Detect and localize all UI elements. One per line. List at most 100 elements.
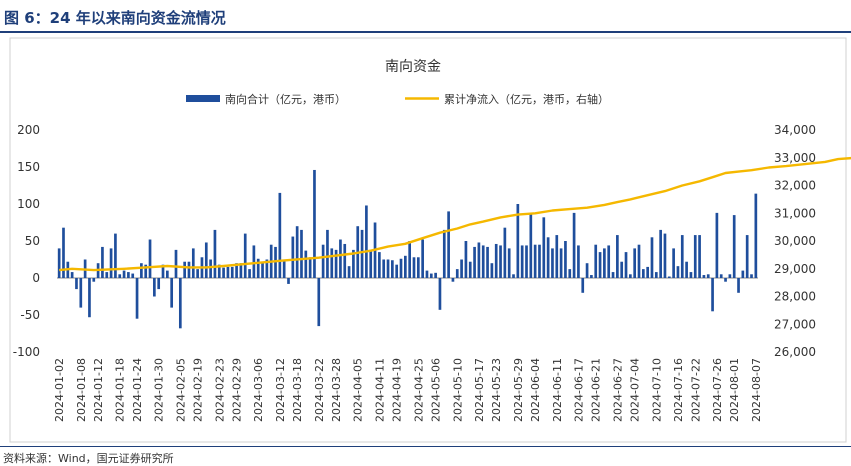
bar [101,246,104,278]
bar [473,246,476,278]
bar [468,261,472,278]
bar [408,241,411,278]
bar [191,248,195,278]
bar [404,255,407,278]
bar [633,248,637,278]
bar [300,229,303,278]
legend-bar-label: 南向合计（亿元，港币） [225,92,346,106]
bar [127,272,130,278]
right-tick-label: 26,000 [774,345,816,359]
legend: 南向合计（亿元，港币） 累计净流入（亿元，港币，右轴） [186,92,609,106]
bar [516,204,520,278]
x-tick-label: 2024-07-22 [689,358,702,422]
bar [295,226,299,278]
bar [109,248,113,278]
bar [429,273,433,278]
x-tick-label: 2024-03-18 [291,358,304,422]
bar [564,241,567,278]
left-tick-label: 150 [17,160,40,174]
bar [451,278,455,282]
x-tick-label: 2024-01-08 [75,358,88,422]
bar [624,252,628,278]
chart-title: 南向资金 [385,59,441,75]
bar [131,273,135,278]
bar [538,244,541,278]
bar [750,274,753,278]
bar [507,248,511,278]
bar [70,272,74,278]
bar [494,243,498,278]
bar [559,248,563,278]
left-tick-label: 200 [17,123,40,137]
right-tick-label: 30,000 [774,234,816,248]
x-tick-label: 2024-06-27 [611,358,624,422]
bar [577,245,580,278]
bar [754,193,758,278]
x-tick-label: 2024-07-26 [711,358,724,422]
bar [568,269,572,278]
bar [334,249,338,278]
bar [590,275,593,278]
bar [581,278,585,293]
x-tick-label: 2024-02-05 [174,358,187,422]
bar [603,248,606,278]
bar [360,229,364,278]
bar [693,235,697,278]
bar [499,245,502,278]
x-tick-label: 2024-03-22 [313,358,326,422]
bar [222,267,225,278]
source-note: 资料来源：Wind，国元证券研究所 [3,452,174,465]
x-tick-label: 2024-06-21 [590,358,603,422]
bar [105,272,109,278]
bar [503,227,507,278]
bar [477,242,481,278]
bar [278,192,282,278]
x-tick-label: 2024-02-19 [192,358,205,422]
right-tick-label: 34,000 [774,123,816,137]
x-tick-label: 2024-05-29 [512,358,525,422]
bar [412,257,416,278]
bar [261,263,264,278]
bar [706,274,710,278]
x-tick-label: 2024-06-04 [529,358,542,422]
bar [183,261,186,278]
bar [685,261,688,278]
bar [235,263,238,278]
bar [326,229,329,278]
left-tick-label: -100 [13,345,40,359]
x-tick-label: 2024-03-06 [252,358,265,422]
header-rule [0,31,851,33]
bar [745,235,749,278]
figure-header: 图 6：24 年以来南向资金流情况 [0,0,851,34]
x-tick-label: 2024-01-02 [53,358,66,422]
x-tick-label: 2024-04-25 [412,358,425,422]
bar [62,227,65,278]
bar [672,248,675,278]
bar [330,248,334,278]
bar [256,258,260,278]
bar [464,241,468,278]
bar [140,263,143,278]
bar [650,237,654,278]
x-tick-label: 2024-07-04 [629,358,642,422]
x-tick-label: 2024-02-29 [231,358,244,422]
bar [395,264,399,278]
bar [572,212,576,278]
bar [442,229,446,278]
bar [347,266,351,278]
bar [57,248,61,278]
x-axis: 2024-01-02 2024-01-08 2024-01-12 2024-01-18… [53,358,763,422]
right-axis: 34,000 33,000 32,000 31,000 30,000 29,000 28,0… [774,123,816,359]
bar [732,215,736,278]
legend-bar-swatch [186,95,220,102]
bar [555,235,559,278]
bar [304,250,308,278]
bar [680,235,684,278]
bar [533,244,537,278]
bar [352,249,355,278]
bar [629,274,632,278]
bar [659,229,662,278]
bar [676,266,680,278]
bar [447,211,450,278]
bar [646,266,649,278]
